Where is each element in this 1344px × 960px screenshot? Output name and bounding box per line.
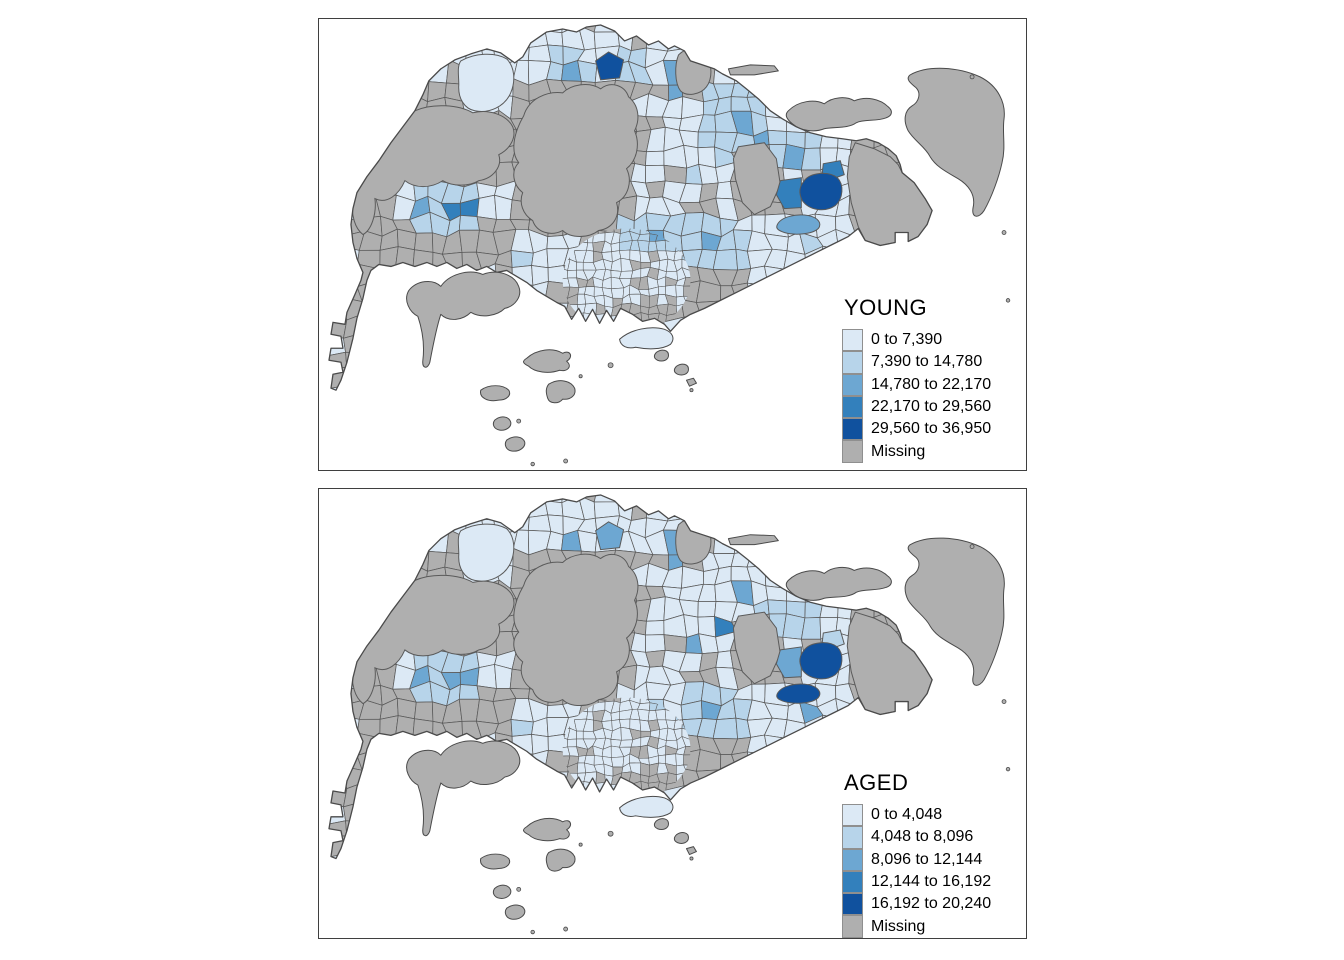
legend-title-young: YOUNG bbox=[844, 295, 928, 320]
legend-row: 22,170 to 29,560 bbox=[842, 395, 1022, 419]
legend-row: 16,192 to 20,240 bbox=[842, 893, 1022, 916]
legend-row: 7,390 to 14,780 bbox=[842, 351, 1022, 374]
legend-label: Missing bbox=[871, 442, 926, 460]
legend-swatch bbox=[842, 351, 863, 374]
legend-row: 29,560 to 36,950 bbox=[842, 418, 1022, 441]
legend-label: 16,192 to 20,240 bbox=[871, 895, 992, 913]
legend-aged: AGED 0 to 4,048 4,048 to 8,096 8,096 to … bbox=[842, 770, 1022, 938]
map-panel-aged: AGED 0 to 4,048 4,048 to 8,096 8,096 to … bbox=[318, 488, 1027, 939]
legend-label: 0 to 4,048 bbox=[871, 806, 943, 824]
legend-row: 12,144 to 16,192 bbox=[842, 870, 1022, 894]
legend-swatch bbox=[842, 418, 863, 441]
legend-swatch bbox=[842, 915, 863, 938]
legend-rows: 0 to 4,048 4,048 to 8,096 8,096 to 12,14… bbox=[842, 804, 1022, 938]
legend-label: 4,048 to 8,096 bbox=[871, 828, 974, 846]
legend-label: 22,170 to 29,560 bbox=[871, 398, 992, 416]
legend-swatch bbox=[842, 870, 863, 894]
legend-label: 7,390 to 14,780 bbox=[871, 353, 983, 371]
choropleth-map-aged bbox=[319, 489, 1026, 938]
choropleth-map-young bbox=[319, 19, 1026, 470]
map-panel-young: YOUNG 0 to 7,390 7,390 to 14,780 14,780 … bbox=[318, 18, 1027, 471]
legend-swatch bbox=[842, 848, 863, 871]
legend-row: Missing bbox=[842, 440, 1022, 463]
legend-row: 8,096 to 12,144 bbox=[842, 848, 1022, 871]
legend-row: Missing bbox=[842, 915, 1022, 938]
legend-label: 14,780 to 22,170 bbox=[871, 375, 992, 393]
legend-rows: 0 to 7,390 7,390 to 14,780 14,780 to 22,… bbox=[842, 329, 1022, 463]
legend-swatch bbox=[842, 893, 863, 916]
legend-swatch bbox=[842, 395, 863, 419]
legend-label: 8,096 to 12,144 bbox=[871, 850, 983, 868]
legend-label: 29,560 to 36,950 bbox=[871, 420, 992, 438]
legend-label: Missing bbox=[871, 917, 926, 935]
legend-title-aged: AGED bbox=[844, 770, 909, 795]
legend-swatch bbox=[842, 440, 863, 463]
legend-row: 4,048 to 8,096 bbox=[842, 826, 1022, 849]
legend-row: 14,780 to 22,170 bbox=[842, 373, 1022, 396]
legend-swatch bbox=[842, 373, 863, 396]
legend-row: 0 to 7,390 bbox=[842, 329, 1022, 352]
legend-swatch bbox=[842, 826, 863, 849]
legend-young: YOUNG 0 to 7,390 7,390 to 14,780 14,780 … bbox=[842, 295, 1022, 463]
legend-label: 12,144 to 16,192 bbox=[871, 873, 992, 891]
legend-label: 0 to 7,390 bbox=[871, 331, 943, 349]
legend-row: 0 to 4,048 bbox=[842, 804, 1022, 827]
legend-swatch bbox=[842, 329, 863, 352]
legend-swatch bbox=[842, 804, 863, 827]
